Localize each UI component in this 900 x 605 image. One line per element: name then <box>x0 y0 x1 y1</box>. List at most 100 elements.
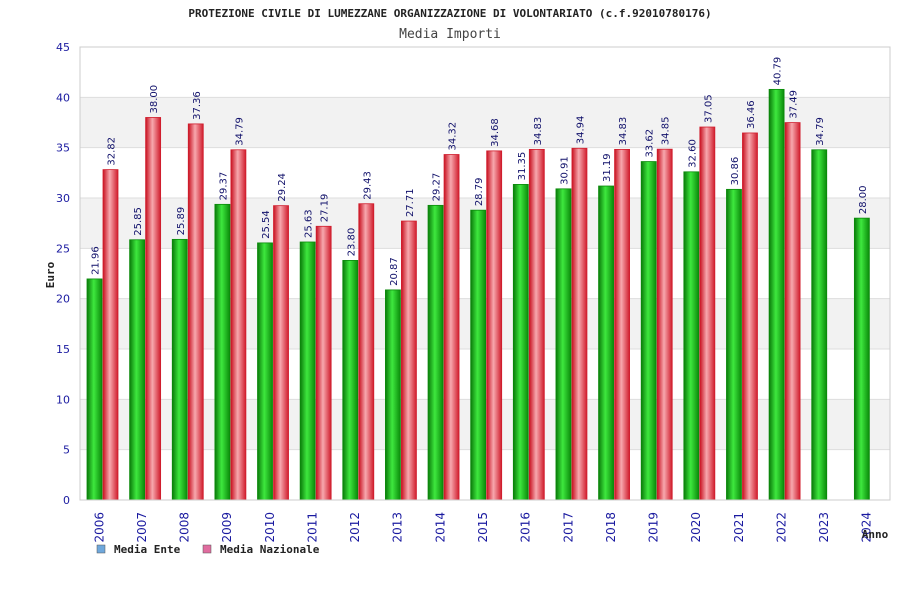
bar-nazionale-2021 <box>742 132 758 501</box>
y-tick-label-0: 0 <box>63 494 70 507</box>
bar-ente-2006 <box>86 278 103 501</box>
y-tick-label-40: 40 <box>56 91 70 104</box>
bar-nazionale-2016 <box>528 148 545 501</box>
data-label-ente-2021: 30.86 <box>730 157 741 186</box>
data-label-ente-2013: 20.87 <box>389 257 400 286</box>
x-tick-label-2015: 2015 <box>476 512 490 543</box>
data-label-ente-2015: 28.79 <box>474 178 485 207</box>
bar-nazionale-2015 <box>486 150 503 501</box>
y-tick-label-35: 35 <box>56 142 70 155</box>
x-tick-label-2016: 2016 <box>519 512 533 543</box>
x-tick-label-2017: 2017 <box>561 512 575 543</box>
x-tick-label-2023: 2023 <box>817 512 831 543</box>
chart-subtitle: Media Importi <box>399 27 501 42</box>
bar-ente-2021 <box>726 188 742 501</box>
bar-ente-2009 <box>214 203 231 501</box>
y-tick-label-5: 5 <box>63 444 70 457</box>
data-label-nazionale-2006: 32.82 <box>107 137 118 166</box>
bar-nazionale-2009 <box>230 149 247 501</box>
data-label-ente-2017: 30.91 <box>559 156 570 185</box>
data-label-nazionale-2022: 37.49 <box>789 90 800 119</box>
bar-ente-2014 <box>427 204 444 501</box>
x-tick-label-2006: 2006 <box>92 512 106 543</box>
legend-label-0: Media Ente <box>114 543 181 556</box>
bar-ente-2019 <box>640 161 657 501</box>
bar-ente-2013 <box>385 289 401 501</box>
data-label-nazionale-2019: 34.85 <box>661 117 672 146</box>
data-label-nazionale-2010: 29.24 <box>277 173 288 202</box>
bar-ente-2012 <box>342 260 359 501</box>
bar-nazionale-2010 <box>273 205 289 501</box>
y-tick-label-45: 45 <box>56 41 70 54</box>
bar-nazionale-2017 <box>571 147 588 501</box>
data-label-nazionale-2016: 34.83 <box>533 117 544 146</box>
data-label-nazionale-2015: 34.68 <box>490 118 501 147</box>
data-label-ente-2023: 34.79 <box>815 117 826 146</box>
bar-ente-2010 <box>257 242 273 501</box>
data-label-ente-2010: 25.54 <box>261 210 272 239</box>
data-label-nazionale-2008: 37.36 <box>192 91 203 120</box>
data-label-nazionale-2011: 27.19 <box>320 194 331 223</box>
data-label-nazionale-2007: 38.00 <box>149 85 160 114</box>
data-label-nazionale-2012: 29.43 <box>362 171 373 200</box>
x-tick-label-2019: 2019 <box>647 512 661 543</box>
x-tick-label-2013: 2013 <box>391 512 405 543</box>
data-label-ente-2008: 25.89 <box>176 207 187 236</box>
bar-nazionale-2006 <box>102 169 119 501</box>
data-label-ente-2012: 23.80 <box>346 228 357 257</box>
legend-swatch-1 <box>202 544 212 554</box>
data-label-nazionale-2014: 34.32 <box>448 122 459 151</box>
x-tick-label-2018: 2018 <box>604 512 618 543</box>
x-tick-label-2024: 2024 <box>860 512 874 543</box>
data-label-ente-2014: 29.27 <box>432 173 443 202</box>
bar-ente-2024 <box>853 217 870 501</box>
bar-ente-2020 <box>683 171 700 501</box>
data-label-ente-2011: 25.63 <box>304 209 315 238</box>
bar-ente-2016 <box>512 184 529 501</box>
x-tick-label-2020: 2020 <box>689 512 703 543</box>
y-tick-label-20: 20 <box>56 293 70 306</box>
x-tick-label-2021: 2021 <box>732 512 746 543</box>
data-label-ente-2020: 32.60 <box>687 139 698 168</box>
y-tick-label-10: 10 <box>56 393 70 406</box>
y-axis-label: Euro <box>44 261 57 288</box>
bar-ente-2015 <box>470 209 487 501</box>
bar-nazionale-2018 <box>614 148 630 501</box>
bar-nazionale-2022 <box>784 122 801 501</box>
data-labels-group: 21.96 32.82 25.85 38.00 25.89 37.36 29.37 34.79… <box>91 57 869 286</box>
plot-frame <box>79 46 891 501</box>
legend-label-1: Media Nazionale <box>220 543 320 556</box>
data-label-ente-2009: 29.37 <box>218 172 229 201</box>
bars-group <box>86 88 870 501</box>
x-tick-label-2012: 2012 <box>348 512 362 543</box>
data-label-ente-2006: 21.96 <box>91 246 102 275</box>
data-label-nazionale-2017: 34.94 <box>575 116 586 145</box>
data-label-ente-2016: 31.35 <box>517 152 528 181</box>
bar-nazionale-2008 <box>187 123 204 501</box>
x-tick-label-2008: 2008 <box>178 512 192 543</box>
x-axis-label: Anno <box>862 528 889 541</box>
y-tick-label-30: 30 <box>56 192 70 205</box>
data-label-ente-2019: 33.62 <box>645 129 656 158</box>
x-tick-label-2014: 2014 <box>433 512 447 543</box>
bar-ente-2023 <box>811 149 828 501</box>
bar-nazionale-2012 <box>358 203 375 501</box>
data-label-ente-2022: 40.79 <box>773 57 784 86</box>
bar-ente-2008 <box>171 238 188 501</box>
bar-nazionale-2011 <box>315 225 332 501</box>
data-label-nazionale-2020: 37.05 <box>703 94 714 123</box>
chart-title: PROTEZIONE CIVILE DI LUMEZZANE ORGANIZZA… <box>188 7 711 20</box>
data-label-nazionale-2018: 34.83 <box>618 117 629 146</box>
bar-nazionale-2007 <box>145 117 162 501</box>
axes-group: 0 5 10 15 20 25 30 35 40 45 2006 2007 2008 2009 2010 20… <box>56 41 891 543</box>
data-label-nazionale-2013: 27.71 <box>405 188 416 217</box>
x-tick-label-2010: 2010 <box>263 512 277 543</box>
bar-ente-2011 <box>299 241 316 501</box>
legend: Media Ente Media Nazionale <box>96 543 320 556</box>
bar-nazionale-2020 <box>699 126 716 501</box>
bar-nazionale-2014 <box>443 154 460 501</box>
bar-nazionale-2013 <box>401 220 417 501</box>
x-tick-label-2007: 2007 <box>135 512 149 543</box>
